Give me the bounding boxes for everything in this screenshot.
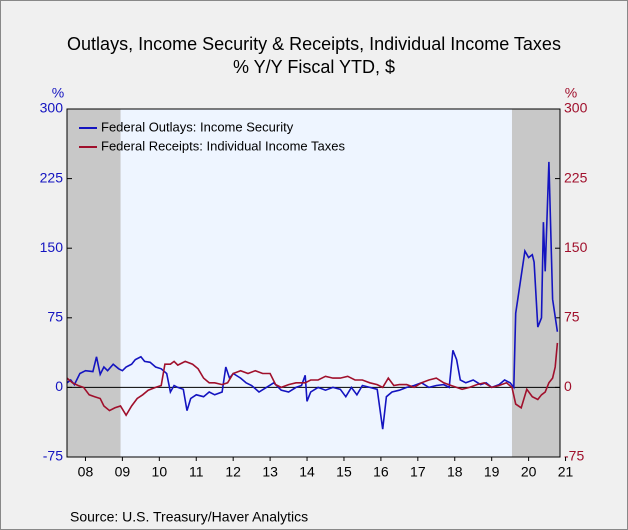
y-axis-label: % bbox=[52, 85, 64, 101]
source: Source: U.S. Treasury/Haver Analytics bbox=[70, 509, 308, 525]
legend-label: Federal Receipts: Individual Income Taxe… bbox=[101, 138, 345, 153]
y2-axis-label: % bbox=[565, 85, 577, 101]
y2-tick-label: -75 bbox=[564, 448, 584, 464]
x-tick-label: 17 bbox=[410, 464, 426, 480]
plot-border bbox=[66, 108, 561, 458]
x-tick-label: 21 bbox=[558, 464, 574, 480]
chart-subtitle: % Y/Y Fiscal YTD, $ bbox=[233, 57, 395, 77]
x-tick-label: 16 bbox=[373, 464, 389, 480]
y2-tick-label: 75 bbox=[564, 309, 580, 325]
y2-tick-label: 300 bbox=[564, 100, 588, 116]
x-tick-label: 09 bbox=[115, 464, 131, 480]
x-tick-label: 19 bbox=[484, 464, 500, 480]
x-tick-label: 20 bbox=[521, 464, 537, 480]
x-tick-label: 11 bbox=[189, 464, 204, 480]
x-tick-label: 12 bbox=[225, 464, 241, 480]
x-tick-label: 08 bbox=[78, 464, 94, 480]
y2-tick-label: 150 bbox=[564, 239, 588, 255]
y2-tick-label: 0 bbox=[564, 378, 572, 394]
series-line bbox=[66, 342, 559, 417]
x-tick-label: 18 bbox=[447, 464, 463, 480]
x-tick-label: 15 bbox=[336, 464, 352, 480]
x-tick-label: 10 bbox=[152, 464, 168, 480]
y-tick-label: -75 bbox=[43, 448, 63, 464]
plot-area bbox=[67, 109, 560, 457]
y2-tick-label: 225 bbox=[564, 169, 588, 185]
y-tick-label: 300 bbox=[40, 100, 64, 116]
y-tick-label: 75 bbox=[47, 309, 63, 325]
recession-shade bbox=[67, 109, 121, 457]
series-line bbox=[66, 161, 559, 430]
chart-title: Outlays, Income Security & Receipts, Ind… bbox=[67, 34, 561, 54]
y-tick-label: 0 bbox=[55, 378, 63, 394]
x-tick-label: 14 bbox=[299, 464, 315, 480]
legend-label: Federal Outlays: Income Security bbox=[101, 119, 294, 134]
y-tick-label: 150 bbox=[40, 239, 64, 255]
y-tick-label: 225 bbox=[40, 169, 64, 185]
x-tick-label: 13 bbox=[262, 464, 278, 480]
